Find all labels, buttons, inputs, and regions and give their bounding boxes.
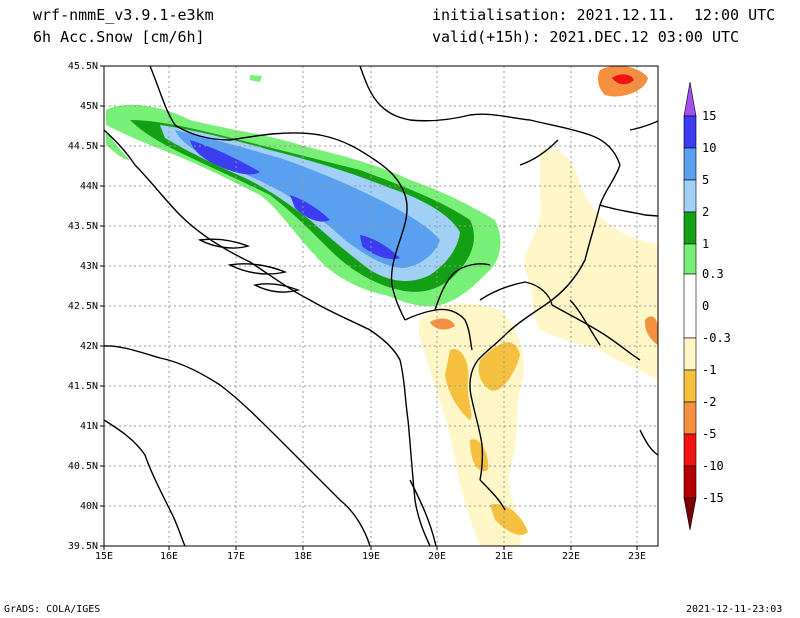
lon-label-22e: 22E (562, 551, 580, 562)
lat-label-43-5n: 43.5N (68, 221, 98, 232)
colorbar-label: -15 (702, 491, 724, 505)
colorbar-label: 0.3 (702, 267, 724, 281)
colorbar-label: 15 (702, 109, 716, 123)
colorbar-label: 2 (702, 205, 709, 219)
lon-label-17e: 17E (227, 551, 245, 562)
lon-label-23e: 23E (628, 551, 646, 562)
lat-label-45-5n: 45.5N (68, 61, 98, 72)
colorbar-top-arrow (683, 81, 697, 117)
lon-label-19e: 19E (362, 551, 380, 562)
colorbar-swatch (683, 211, 697, 245)
colorbar-swatch (683, 273, 697, 339)
colorbar-swatch (683, 243, 697, 275)
colorbar-label: -5 (702, 427, 716, 441)
valid-time: valid(+15h): 2021.DEC.12 03:00 UTC (432, 28, 740, 46)
gridlines (104, 66, 658, 546)
lat-label-41-5n: 41.5N (68, 381, 98, 392)
snow-field (106, 66, 658, 546)
lon-label-16e: 16E (160, 551, 178, 562)
lon-label-18e: 18E (294, 551, 312, 562)
colorbar-swatch (683, 179, 697, 213)
lat-label-40-5n: 40.5N (68, 461, 98, 472)
colorbar-swatch (683, 115, 697, 149)
lat-label-42-5n: 42.5N (68, 301, 98, 312)
colorbar-bottom-arrow (683, 497, 697, 531)
colorbar-swatch (683, 369, 697, 403)
lat-labels: 45.5N 45N 44.5N 44N 43.5N 43N 42.5N 42N … (68, 61, 98, 552)
lat-label-41n: 41N (80, 421, 98, 432)
colorbar-label: -10 (702, 459, 724, 473)
lat-label-39-5n: 39.5N (68, 541, 98, 552)
colorbar-label: -0.3 (702, 331, 731, 345)
colorbar-label: 1 (702, 237, 709, 251)
colorbar-swatch (683, 401, 697, 435)
lon-label-20e: 20E (428, 551, 446, 562)
model-title: wrf-nmmE_v3.9.1-e3km (33, 6, 214, 24)
colorbar-swatch (683, 147, 697, 181)
colorbar-label: 0 (702, 299, 709, 313)
colorbar-swatch (683, 433, 697, 467)
colorbar-label: 10 (702, 141, 716, 155)
lat-label-45n: 45N (80, 101, 98, 112)
colorbar-label: -1 (702, 363, 716, 377)
lat-label-43n: 43N (80, 261, 98, 272)
colorbar-label: 5 (702, 173, 709, 187)
footer-credit: GrADS: COLA/IGES (4, 604, 101, 615)
lat-label-44n: 44N (80, 181, 98, 192)
colorbar: 15 10 5 2 1 0.3 0 -0.3 -1 -2 -5 -10 -15 (683, 81, 731, 531)
footer-timestamp: 2021-12-11-23:03 (686, 604, 783, 615)
lon-labels: 15E 16E 17E 18E 19E 20E 21E 22E 23E (95, 551, 646, 562)
variable-title: 6h Acc.Snow [cm/6h] (33, 28, 205, 46)
colorbar-swatch (683, 337, 697, 371)
lon-label-21e: 21E (495, 551, 513, 562)
coastlines-borders (104, 66, 658, 546)
tick-marks (100, 65, 638, 550)
colorbar-swatch (683, 465, 697, 499)
initialisation-time: initialisation: 2021.12.11. 12:00 UTC (432, 6, 776, 24)
lon-label-15e: 15E (95, 551, 113, 562)
colorbar-label: -2 (702, 395, 716, 409)
lat-label-42n: 42N (80, 341, 98, 352)
lat-label-44-5n: 44.5N (68, 141, 98, 152)
lat-label-40n: 40N (80, 501, 98, 512)
